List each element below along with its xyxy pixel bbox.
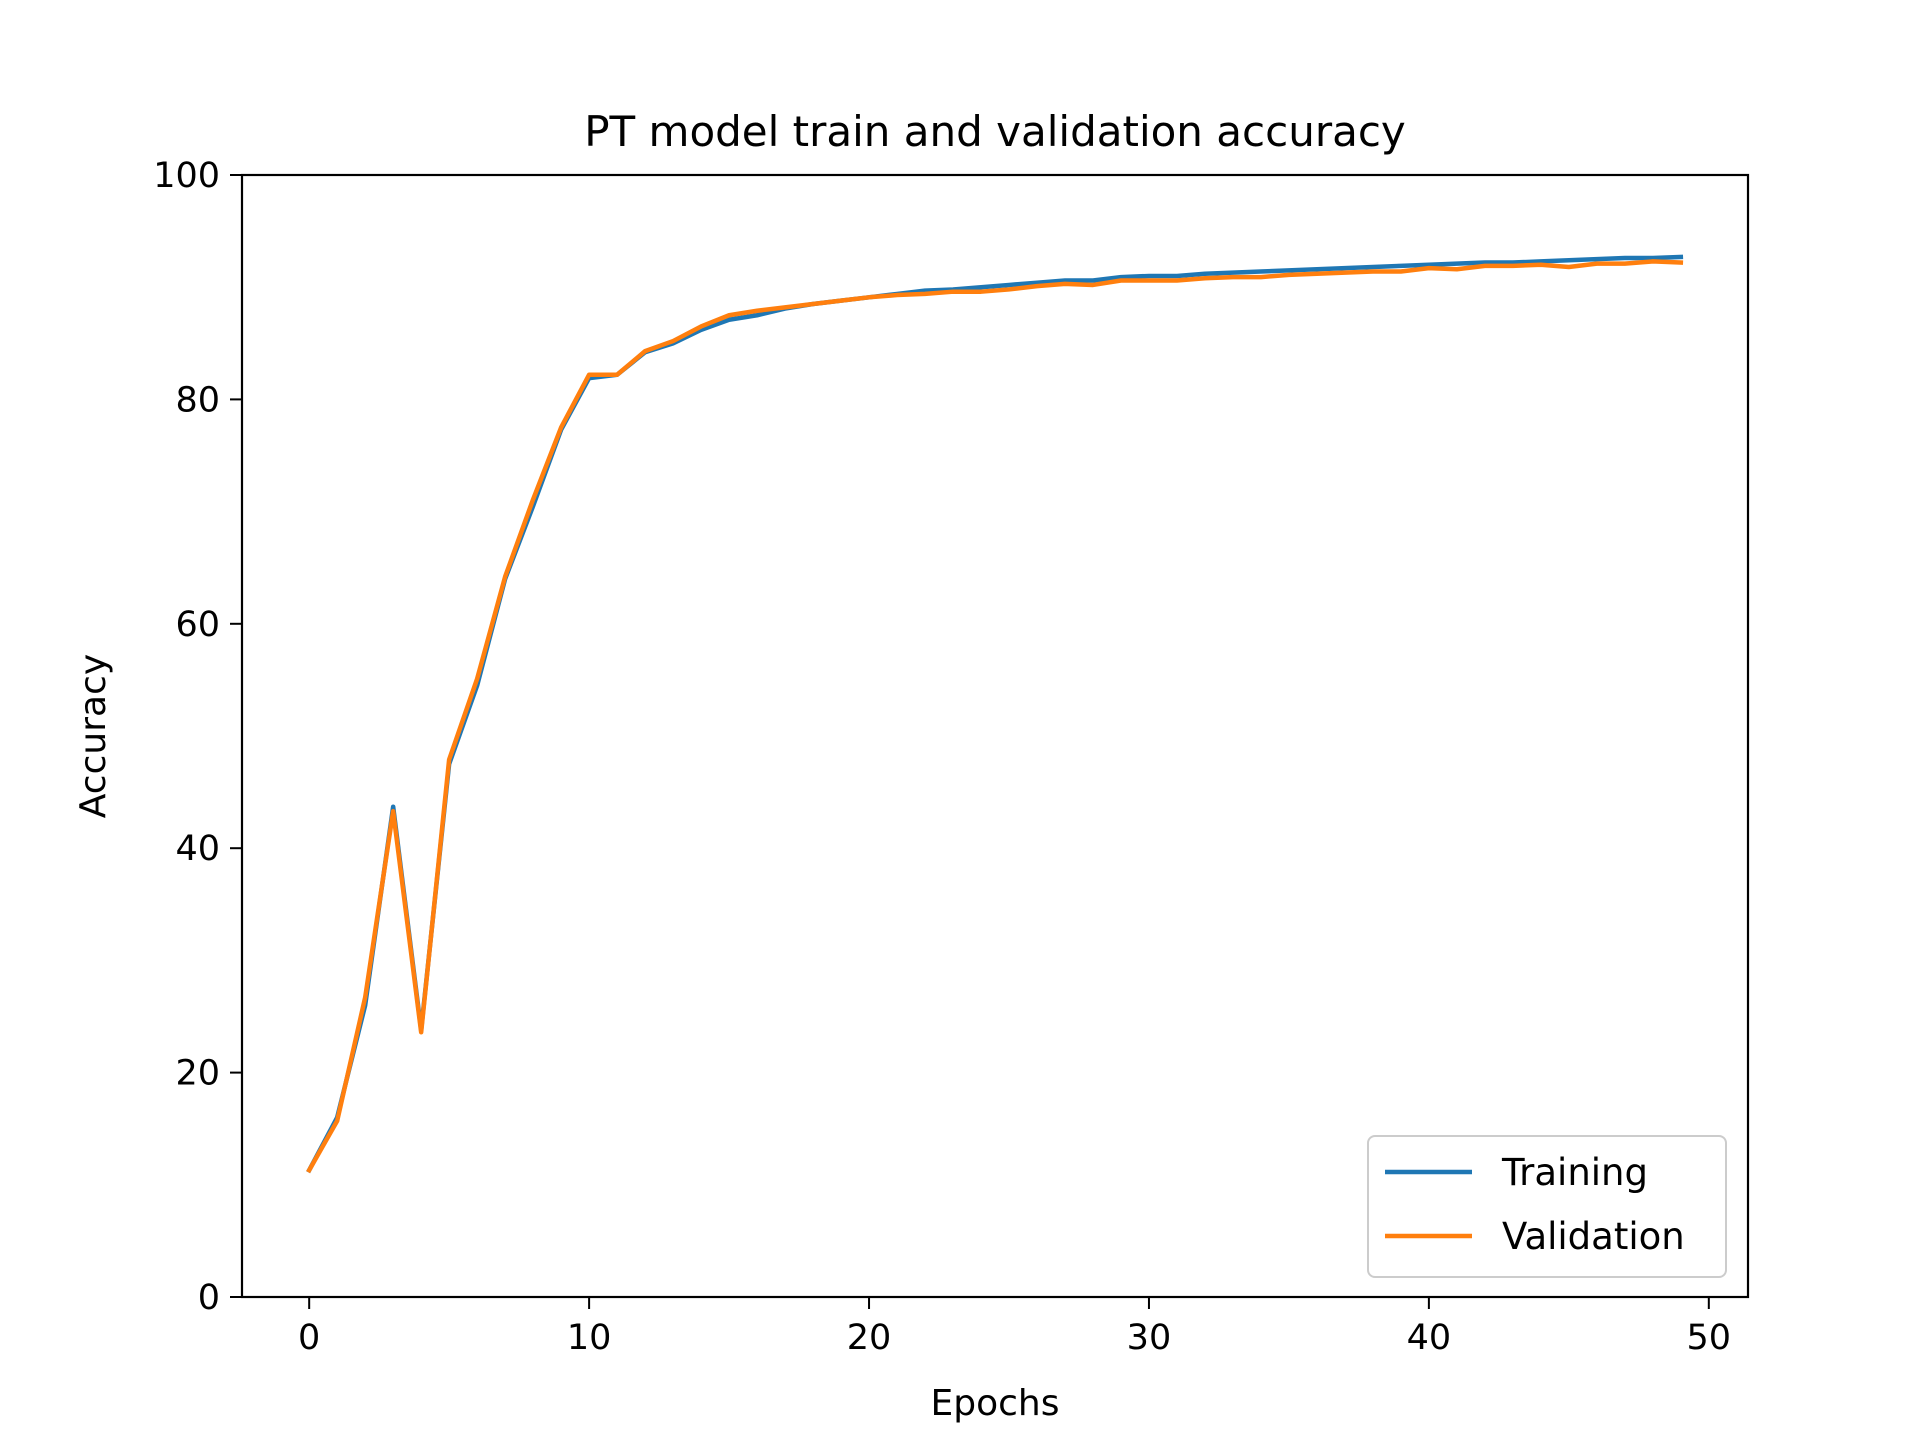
y-axis-label: Accuracy — [73, 654, 114, 818]
x-tick-label: 30 — [1127, 1318, 1172, 1358]
y-tick-label: 80 — [175, 380, 220, 420]
y-tick-label: 60 — [175, 605, 220, 645]
x-tick-label: 20 — [847, 1318, 892, 1358]
x-axis-ticks: 0 10 20 30 40 50 — [298, 1297, 1731, 1358]
plot-lines — [306, 254, 1684, 1174]
x-tick-label: 50 — [1687, 1318, 1732, 1358]
legend-validation-label: Validation — [1502, 1215, 1685, 1258]
y-tick-label: 20 — [175, 1054, 220, 1094]
plot-frame — [240, 173, 1750, 1299]
chart-title: PT model train and validation accuracy — [584, 107, 1406, 156]
x-axis-label: Epochs — [931, 1383, 1060, 1424]
y-tick-label: 0 — [198, 1278, 220, 1318]
x-tick-label: 40 — [1407, 1318, 1452, 1358]
legend: Training Validation — [1367, 1135, 1727, 1278]
y-tick-label: 40 — [175, 829, 220, 869]
y-tick-label: 100 — [153, 156, 220, 196]
legend-training-label: Training — [1501, 1151, 1648, 1194]
x-tick-label: 0 — [298, 1318, 320, 1358]
validation-series-line — [306, 259, 1684, 1174]
y-axis-ticks: 0 20 40 60 80 100 — [153, 156, 242, 1318]
x-tick-label: 10 — [567, 1318, 612, 1358]
